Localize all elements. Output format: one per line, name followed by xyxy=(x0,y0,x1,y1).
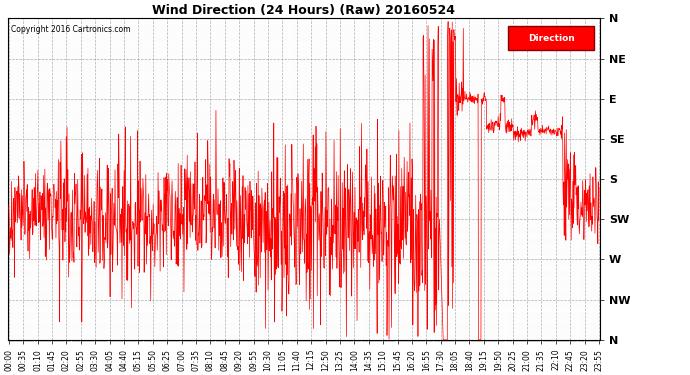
Text: Copyright 2016 Cartronics.com: Copyright 2016 Cartronics.com xyxy=(11,25,130,34)
Bar xyxy=(509,26,594,51)
Text: Direction: Direction xyxy=(528,34,575,43)
Title: Wind Direction (24 Hours) (Raw) 20160524: Wind Direction (24 Hours) (Raw) 20160524 xyxy=(152,4,455,17)
